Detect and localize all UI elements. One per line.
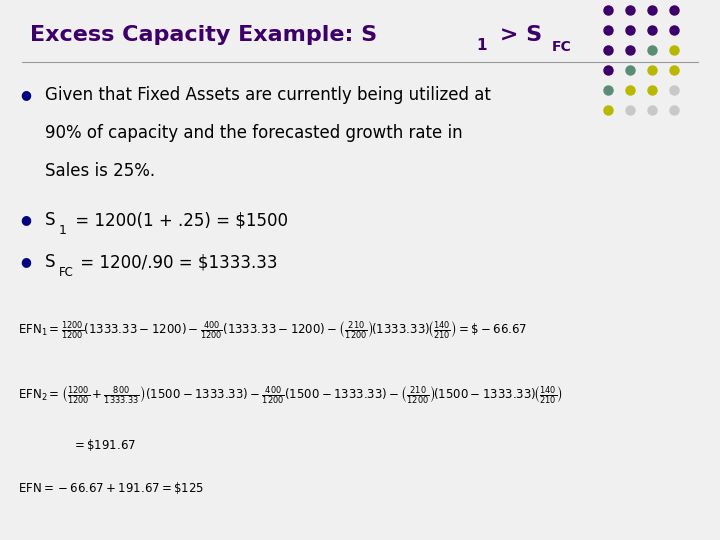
Text: $\mathrm{EFN} = -66.67 + 191.67 = \$125$: $\mathrm{EFN} = -66.67 + 191.67 = \$125$ — [18, 480, 204, 496]
Text: Excess Capacity Example: S: Excess Capacity Example: S — [30, 25, 377, 45]
Text: Sales is 25%.: Sales is 25%. — [45, 162, 155, 180]
Text: FC: FC — [552, 40, 572, 54]
Text: 90% of capacity and the forecasted growth rate in: 90% of capacity and the forecasted growt… — [45, 124, 463, 142]
Text: $= \$191.67$: $= \$191.67$ — [72, 437, 136, 453]
Text: = 1200(1 + .25) = $1500: = 1200(1 + .25) = $1500 — [70, 211, 288, 229]
Text: $\mathrm{EFN}_{2} = \left(\frac{1200}{1200}+\frac{800}{1333.33}\right)(1500-1333: $\mathrm{EFN}_{2} = \left(\frac{1200}{12… — [18, 384, 563, 406]
Text: 1: 1 — [476, 37, 487, 52]
Text: ●: ● — [20, 89, 31, 102]
Text: ●: ● — [20, 255, 31, 268]
Text: Given that Fixed Assets are currently being utilized at: Given that Fixed Assets are currently be… — [45, 86, 491, 104]
Text: > S: > S — [492, 25, 542, 45]
Text: S: S — [45, 211, 55, 229]
Text: $\mathrm{EFN}_{1} = \frac{1200}{1200}(1333.33-1200) - \frac{400}{1200}(1333.33-1: $\mathrm{EFN}_{1} = \frac{1200}{1200}(13… — [18, 320, 527, 341]
Text: S: S — [45, 253, 55, 271]
Text: ●: ● — [20, 213, 31, 226]
Text: = 1200/.90 = $1333.33: = 1200/.90 = $1333.33 — [75, 253, 277, 271]
Text: 1: 1 — [59, 224, 67, 237]
Text: FC: FC — [58, 266, 73, 279]
